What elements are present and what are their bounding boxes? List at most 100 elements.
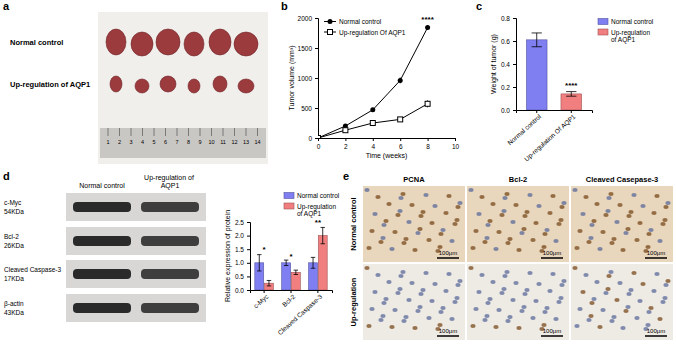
- tumor: [184, 32, 204, 56]
- cell: [454, 218, 459, 222]
- cell: [401, 241, 406, 245]
- ruler-number: 6: [164, 139, 167, 145]
- error-cap: [257, 270, 261, 271]
- cell: [586, 240, 591, 244]
- bar: [318, 236, 327, 290]
- error-cap: [566, 91, 576, 92]
- cell: [625, 227, 630, 231]
- cell: [397, 287, 402, 291]
- tick-mark: [247, 249, 250, 250]
- legend-swatch: [284, 203, 294, 209]
- row-label: Normal control: [349, 197, 358, 250]
- cell: [617, 281, 622, 285]
- cell: [521, 305, 526, 309]
- point: [398, 78, 403, 83]
- tick: 0.0: [235, 287, 250, 294]
- cell: [380, 314, 385, 318]
- panel-letter: e: [343, 170, 349, 182]
- cell: [389, 247, 394, 251]
- cell: [400, 270, 405, 274]
- panel-blot: Normal controlUp-regulation of AQP1c-Myc…: [4, 174, 206, 322]
- cell: [577, 307, 582, 311]
- cell: [541, 323, 546, 327]
- legend-entry: Up-regulation of AQP1: [598, 29, 652, 44]
- cell: [663, 205, 668, 209]
- tick: 500: [301, 105, 318, 112]
- ruler-number: 13: [243, 139, 249, 145]
- cell: [452, 300, 457, 304]
- cell: [372, 212, 377, 216]
- error-cap: [257, 254, 261, 255]
- cell: [645, 245, 650, 249]
- cell: [418, 292, 423, 296]
- cell: [426, 238, 431, 242]
- cell: [522, 292, 527, 296]
- error-bar: [532, 33, 542, 47]
- cell: [420, 288, 425, 292]
- error-bar: [257, 255, 261, 271]
- tumor: [106, 29, 126, 55]
- cell: [620, 326, 625, 330]
- cell: [455, 205, 460, 209]
- cell: [496, 230, 501, 234]
- cell: [513, 281, 518, 285]
- ruler-tick: [234, 128, 235, 136]
- cell: [420, 210, 425, 214]
- cell: [594, 280, 599, 284]
- legend: Normal controlUp-regulation Of AQP1: [324, 18, 406, 37]
- blot-band: [141, 269, 199, 279]
- cell: [547, 289, 552, 293]
- tick-label: 2000: [298, 15, 313, 22]
- cell: [505, 241, 510, 245]
- error-stem: [268, 280, 269, 285]
- legend-label: Up-regulation Of AQP1: [339, 29, 406, 37]
- blot-strip: [66, 193, 206, 221]
- cell: [625, 305, 630, 309]
- error-stem: [286, 260, 287, 265]
- tick-mark: [315, 48, 318, 49]
- ruler-number: 7: [175, 139, 178, 145]
- error-stem: [295, 270, 296, 274]
- band-name: β-actin: [4, 300, 24, 308]
- tick-label: 6: [399, 143, 403, 150]
- axis-line: [247, 223, 251, 291]
- blot-band: [141, 202, 199, 212]
- cell: [378, 240, 383, 244]
- tick: 6: [399, 138, 403, 150]
- legend-swatch: [598, 29, 608, 35]
- tick: 1.5: [235, 246, 250, 253]
- tick-label: 0.2: [501, 84, 510, 91]
- cell: [631, 193, 636, 197]
- cell: [364, 188, 369, 192]
- cell: [524, 210, 529, 214]
- tick-label: 0: [308, 135, 312, 142]
- tumor: [213, 76, 227, 92]
- cell: [482, 240, 487, 244]
- band-name: c-Myc: [4, 199, 22, 207]
- tick: 0.0: [501, 107, 516, 114]
- cell: [651, 289, 656, 293]
- error-stem: [571, 92, 572, 97]
- ruler-tick: [119, 128, 120, 136]
- ihc-image: [467, 186, 569, 262]
- scale-bar: [437, 335, 459, 337]
- cell: [455, 283, 460, 287]
- panel-letter: d: [3, 170, 10, 182]
- cell: [591, 219, 596, 223]
- cell: [369, 307, 374, 311]
- cell: [386, 280, 391, 284]
- tick: 2.0: [235, 232, 250, 239]
- bar: [291, 272, 300, 290]
- blot-band: [73, 269, 131, 279]
- band-name: Bcl-2: [4, 233, 19, 240]
- error-cap: [532, 46, 542, 47]
- tumor: [110, 76, 122, 92]
- cell: [611, 237, 616, 241]
- error-cap: [284, 265, 288, 266]
- tick-label: 500: [301, 105, 312, 112]
- blot-strip: [66, 227, 206, 255]
- axis-title: Tumor volume (mm³): [288, 45, 296, 110]
- legend-label: Normal control: [611, 18, 654, 25]
- tick-label: 2.5: [235, 219, 244, 226]
- axis: Normal controlUp-regulation Of AQP1: [506, 110, 592, 163]
